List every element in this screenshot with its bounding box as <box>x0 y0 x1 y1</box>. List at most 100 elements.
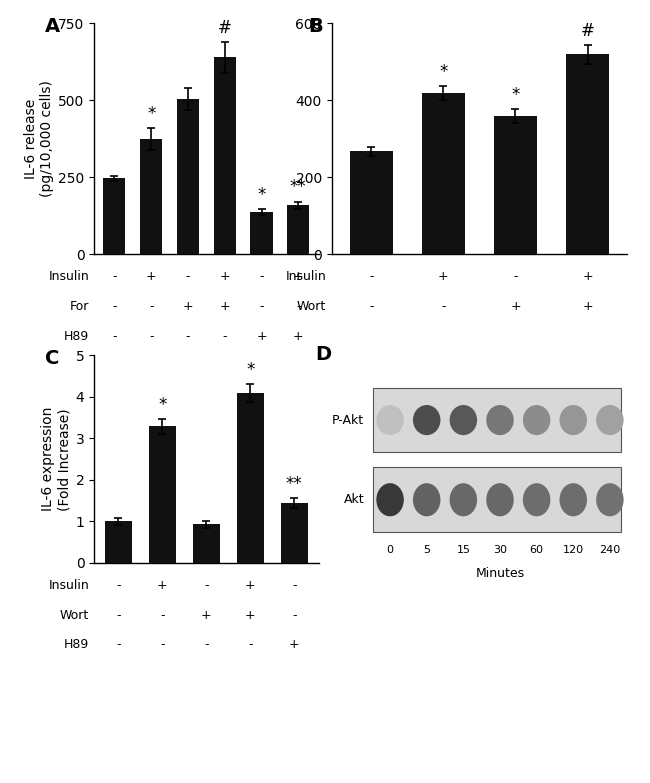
Ellipse shape <box>596 483 623 516</box>
Text: -: - <box>116 608 121 622</box>
Text: -: - <box>259 300 264 313</box>
Text: *: * <box>158 396 166 414</box>
Text: +: + <box>245 608 255 622</box>
Bar <box>177 99 199 254</box>
Ellipse shape <box>486 405 514 435</box>
Ellipse shape <box>376 405 404 435</box>
Text: +: + <box>183 300 193 313</box>
Text: +: + <box>256 330 267 343</box>
Text: +: + <box>157 579 168 592</box>
Ellipse shape <box>413 483 441 516</box>
Text: Insulin: Insulin <box>285 270 326 283</box>
Text: *: * <box>512 86 519 104</box>
Ellipse shape <box>486 483 514 516</box>
Text: **: ** <box>286 475 303 493</box>
Text: -: - <box>160 638 164 651</box>
Text: -: - <box>160 608 164 622</box>
Text: For: For <box>70 300 89 313</box>
Text: +: + <box>289 638 300 651</box>
Text: -: - <box>112 330 117 343</box>
Text: -: - <box>116 638 121 651</box>
Y-axis label: IL-6 release
(pg/10,000 cells): IL-6 release (pg/10,000 cells) <box>24 81 54 197</box>
Text: -: - <box>112 300 117 313</box>
Text: *: * <box>439 63 447 81</box>
Text: -: - <box>514 270 517 283</box>
Text: D: D <box>315 345 331 364</box>
Text: 15: 15 <box>456 545 471 555</box>
Text: Wort: Wort <box>60 608 89 622</box>
Bar <box>214 57 236 254</box>
Ellipse shape <box>450 483 477 516</box>
Text: Minutes: Minutes <box>475 567 525 579</box>
Text: -: - <box>222 330 227 343</box>
Text: Akt: Akt <box>343 493 364 507</box>
Text: B: B <box>308 16 322 35</box>
Bar <box>494 116 537 254</box>
Text: Insulin: Insulin <box>48 579 89 592</box>
Text: H89: H89 <box>64 330 89 343</box>
Text: P-Akt: P-Akt <box>332 413 364 427</box>
Text: #: # <box>218 19 231 37</box>
Text: -: - <box>112 270 117 283</box>
Text: Wort: Wort <box>297 300 326 313</box>
Text: -: - <box>292 579 296 592</box>
Bar <box>566 54 609 254</box>
Text: -: - <box>441 300 445 313</box>
Text: *: * <box>246 361 255 379</box>
Bar <box>105 521 131 563</box>
Bar <box>193 525 220 563</box>
Text: +: + <box>245 579 255 592</box>
Ellipse shape <box>376 483 404 516</box>
Text: H89: H89 <box>64 638 89 651</box>
Text: +: + <box>146 270 157 283</box>
Text: 240: 240 <box>599 545 621 555</box>
Text: -: - <box>296 300 300 313</box>
Text: +: + <box>293 270 304 283</box>
Text: +: + <box>582 270 593 283</box>
Text: -: - <box>204 638 209 651</box>
Text: Insulin: Insulin <box>48 270 89 283</box>
Text: #: # <box>580 22 595 40</box>
Ellipse shape <box>560 483 587 516</box>
Bar <box>150 426 176 563</box>
Text: C: C <box>45 349 59 368</box>
Text: -: - <box>149 330 153 343</box>
Text: +: + <box>201 608 212 622</box>
Text: -: - <box>186 330 190 343</box>
Text: -: - <box>369 270 373 283</box>
Text: -: - <box>259 270 264 283</box>
Y-axis label: IL-6 expression
(Fold Increase): IL-6 expression (Fold Increase) <box>42 407 72 511</box>
Text: A: A <box>45 16 60 35</box>
Text: +: + <box>438 270 448 283</box>
Text: +: + <box>220 300 230 313</box>
Text: -: - <box>116 579 121 592</box>
Bar <box>287 205 309 254</box>
Text: **: ** <box>290 179 307 197</box>
Text: 60: 60 <box>530 545 543 555</box>
FancyBboxPatch shape <box>372 467 621 532</box>
Text: -: - <box>369 300 373 313</box>
Ellipse shape <box>523 405 551 435</box>
Bar <box>140 139 162 254</box>
Text: -: - <box>186 270 190 283</box>
Bar <box>250 212 272 254</box>
Text: +: + <box>293 330 304 343</box>
Ellipse shape <box>560 405 587 435</box>
Text: *: * <box>257 186 266 204</box>
Ellipse shape <box>523 483 551 516</box>
Bar <box>237 393 263 563</box>
Bar <box>422 92 465 254</box>
Bar <box>103 178 125 254</box>
Text: -: - <box>292 608 296 622</box>
Text: +: + <box>582 300 593 313</box>
Ellipse shape <box>596 405 623 435</box>
Ellipse shape <box>450 405 477 435</box>
Text: *: * <box>147 105 155 123</box>
FancyBboxPatch shape <box>372 388 621 453</box>
Text: -: - <box>248 638 253 651</box>
Ellipse shape <box>413 405 441 435</box>
Text: -: - <box>204 579 209 592</box>
Text: +: + <box>220 270 230 283</box>
Text: 120: 120 <box>563 545 584 555</box>
Text: -: - <box>149 300 153 313</box>
